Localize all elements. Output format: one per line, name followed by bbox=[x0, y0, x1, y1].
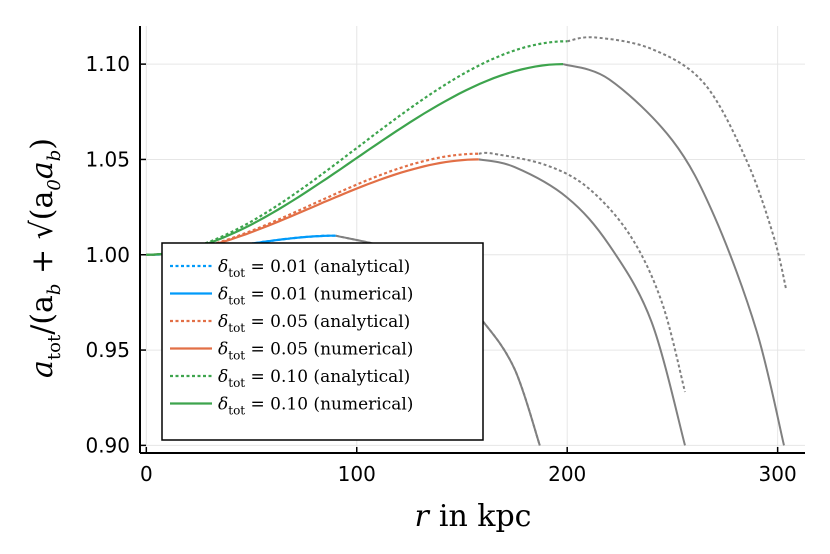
series-010-analytical-tail bbox=[567, 36, 788, 290]
legend-item-001-numerical-label: δtot = 0.01 (numerical) bbox=[218, 285, 413, 308]
legend-item-010-numerical: δtot = 0.10 (numerical) bbox=[170, 395, 413, 418]
legend-item-010-analytical-label: δtot = 0.10 (analytical) bbox=[218, 367, 410, 390]
x-tick-label-0: 0 bbox=[140, 462, 153, 486]
axes-frame bbox=[139, 26, 805, 454]
x-tick-label-3: 300 bbox=[759, 462, 797, 486]
series-010-numerical-tail bbox=[562, 63, 785, 446]
legend-item-001-numerical: δtot = 0.01 (numerical) bbox=[170, 285, 413, 308]
axis-ticks: 0 100 200 300 0.90 0.95 1.00 1.05 1.10 bbox=[85, 52, 796, 486]
y-axis-label: atot/(ab + √(a0ab) bbox=[25, 138, 65, 378]
series-005-analytical-line bbox=[146, 152, 479, 256]
legend-item-005-numerical: δtot = 0.05 (numerical) bbox=[170, 340, 413, 363]
legend: δtot = 0.01 (analytical) δtot = 0.01 (num… bbox=[161, 242, 484, 441]
legend-item-005-numerical-label: δtot = 0.05 (numerical) bbox=[218, 340, 413, 363]
y-tick-label-3: 1.05 bbox=[85, 147, 130, 171]
series-005-numerical-line bbox=[146, 158, 479, 256]
y-tick-label-4: 1.10 bbox=[85, 52, 130, 76]
legend-item-010-analytical: δtot = 0.10 (analytical) bbox=[170, 367, 410, 390]
series-005-analytical-tail bbox=[478, 151, 686, 393]
x-tick-label-1: 100 bbox=[338, 462, 376, 486]
legend-item-001-analytical-label: δtot = 0.01 (analytical) bbox=[218, 257, 410, 280]
y-tick-label-2: 1.00 bbox=[85, 243, 130, 267]
legend-box bbox=[161, 242, 484, 441]
series-005-numerical-tail bbox=[478, 158, 686, 446]
series-010-analytical-line bbox=[146, 40, 568, 256]
series-010-numerical-line bbox=[146, 63, 564, 256]
legend-item-005-analytical-label: δtot = 0.05 (analytical) bbox=[218, 312, 410, 335]
y-tick-label-0: 0.90 bbox=[85, 433, 130, 457]
legend-item-001-analytical: δtot = 0.01 (analytical) bbox=[170, 257, 410, 280]
legend-item-005-analytical: δtot = 0.05 (analytical) bbox=[170, 312, 410, 335]
x-axis-label: r in kpc bbox=[415, 499, 532, 534]
x-tick-label-2: 200 bbox=[548, 462, 586, 486]
legend-item-010-numerical-label: δtot = 0.10 (numerical) bbox=[218, 395, 413, 418]
y-tick-label-1: 0.95 bbox=[85, 338, 130, 362]
